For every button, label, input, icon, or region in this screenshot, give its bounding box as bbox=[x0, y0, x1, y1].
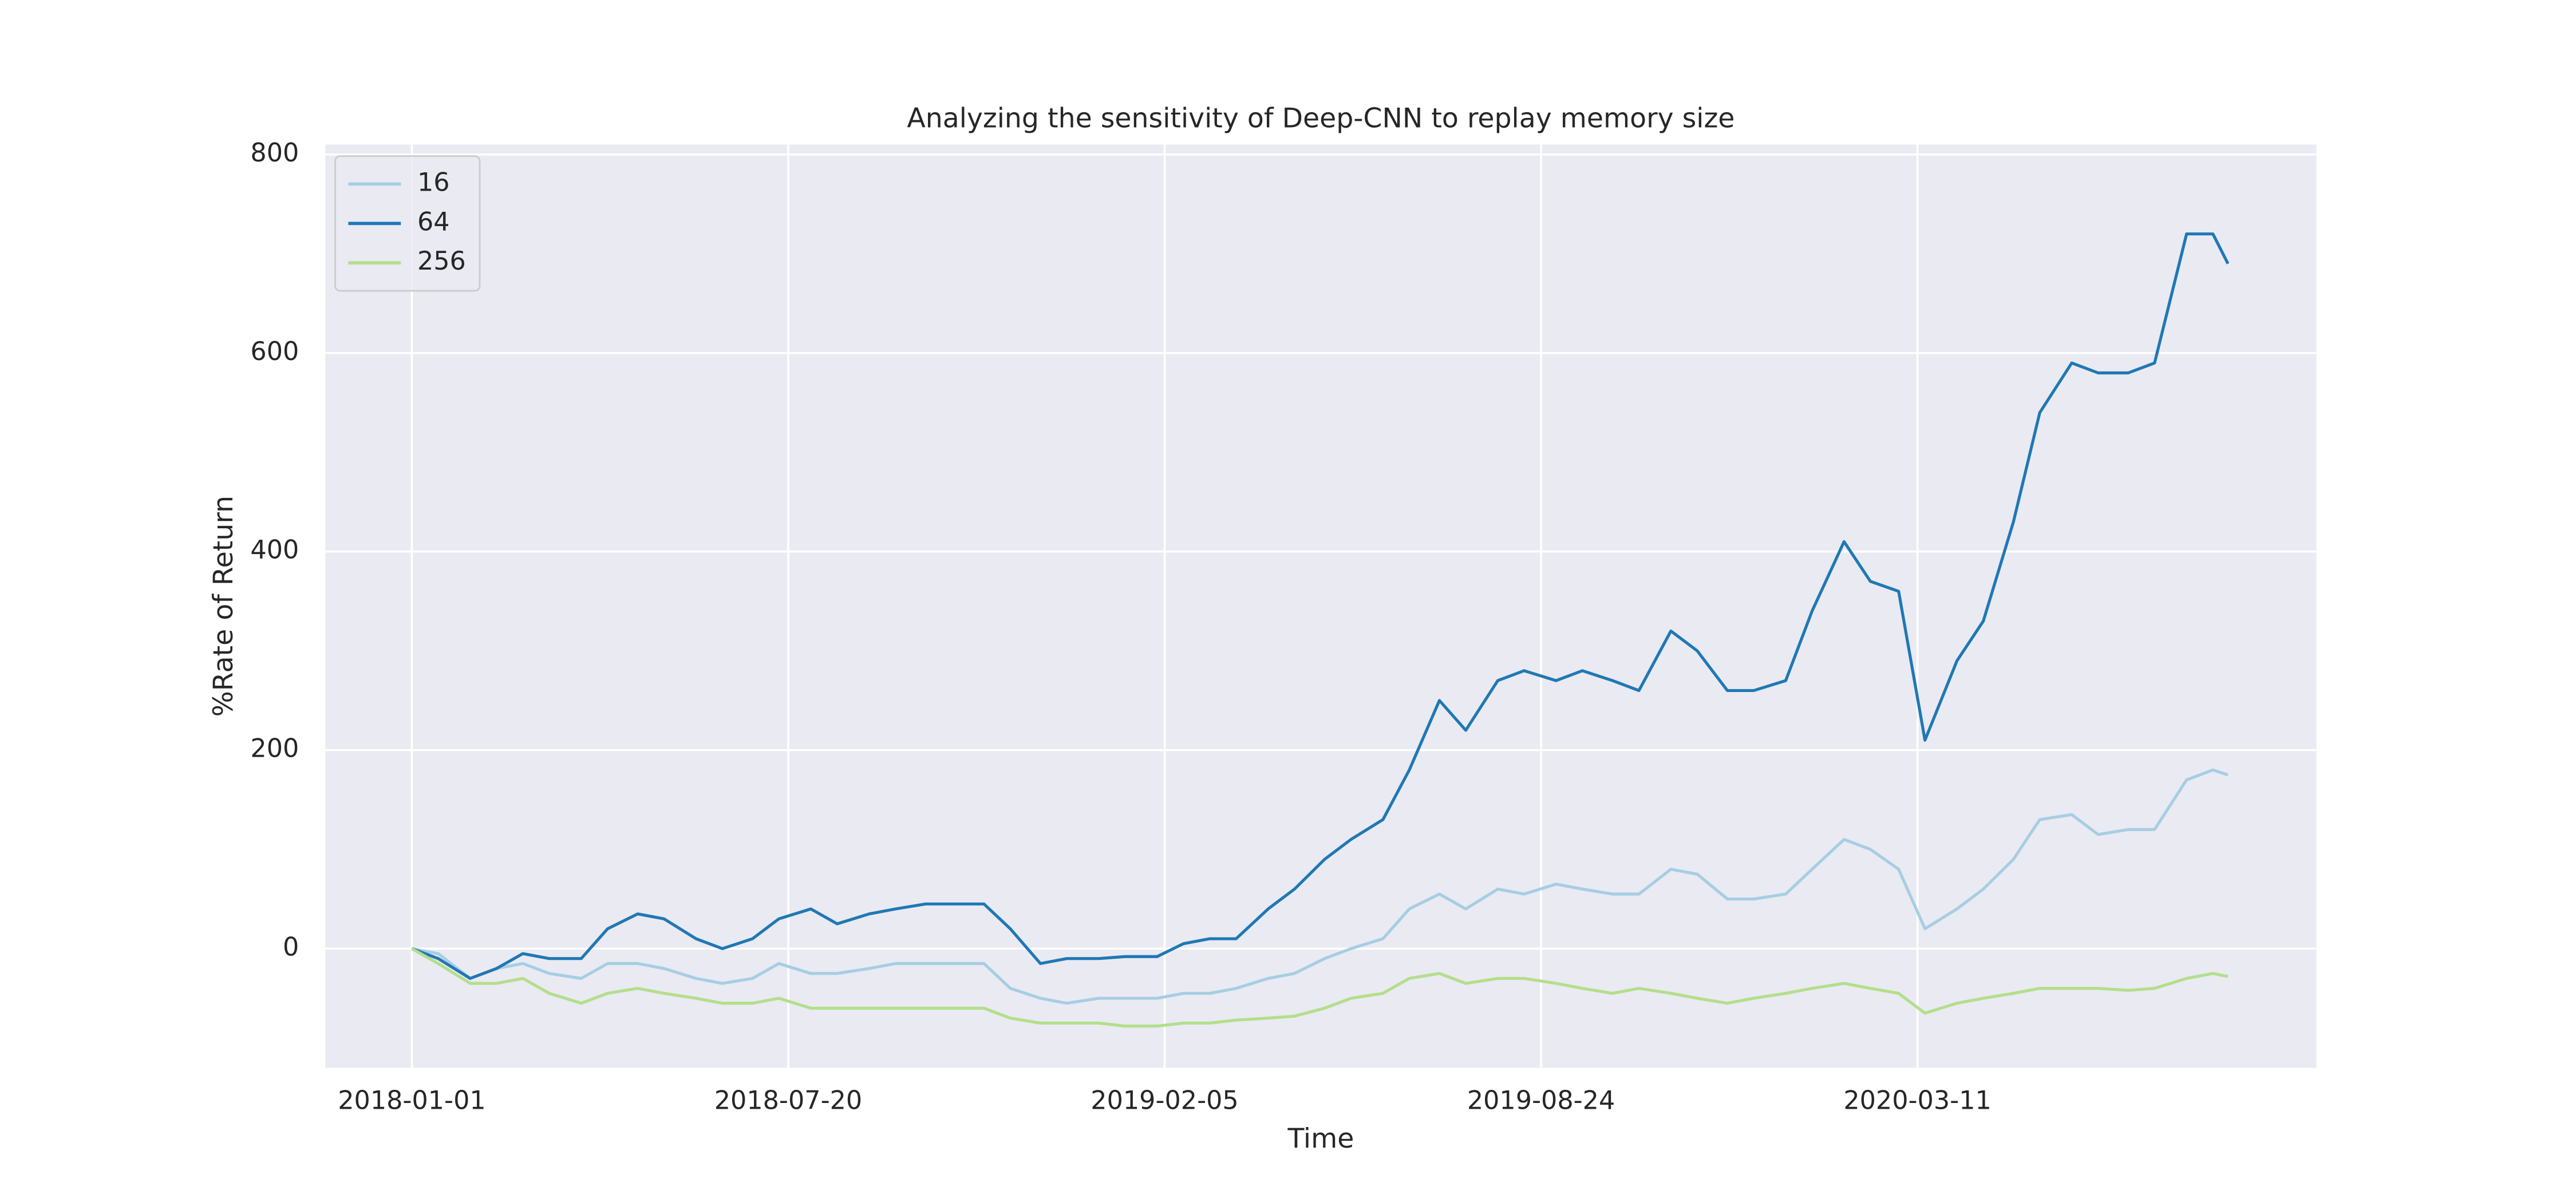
legend-label: 256 bbox=[417, 247, 466, 276]
y-tick-label: 600 bbox=[250, 337, 299, 366]
x-tick-label: 2018-07-20 bbox=[714, 1086, 862, 1116]
legend-label: 16 bbox=[417, 168, 450, 197]
x-tick-label: 2019-02-05 bbox=[1091, 1086, 1238, 1116]
y-tick-label: 800 bbox=[250, 139, 299, 168]
legend-box bbox=[334, 155, 481, 292]
y-tick-label: 0 bbox=[283, 932, 299, 962]
y-tick-label: 400 bbox=[250, 536, 299, 565]
x-axis-label: Time bbox=[1287, 1123, 1354, 1154]
x-tick-label: 2018-01-01 bbox=[338, 1086, 485, 1116]
legend: 16 64 256 bbox=[334, 155, 481, 292]
series-line bbox=[411, 947, 2229, 1028]
series-line bbox=[411, 232, 2230, 980]
legend-label: 64 bbox=[417, 207, 450, 236]
series-line bbox=[412, 768, 2229, 1005]
chart-title: Analyzing the sensitivity of Deep-CNN to… bbox=[907, 103, 1735, 135]
x-tick-label: 2019-08-24 bbox=[1467, 1086, 1615, 1116]
plot-area bbox=[325, 144, 2317, 1068]
x-tick-label: 2020-03-11 bbox=[1843, 1086, 1991, 1116]
y-tick-label: 200 bbox=[250, 734, 299, 764]
y-axis-label: %Rate of Return bbox=[208, 496, 239, 717]
